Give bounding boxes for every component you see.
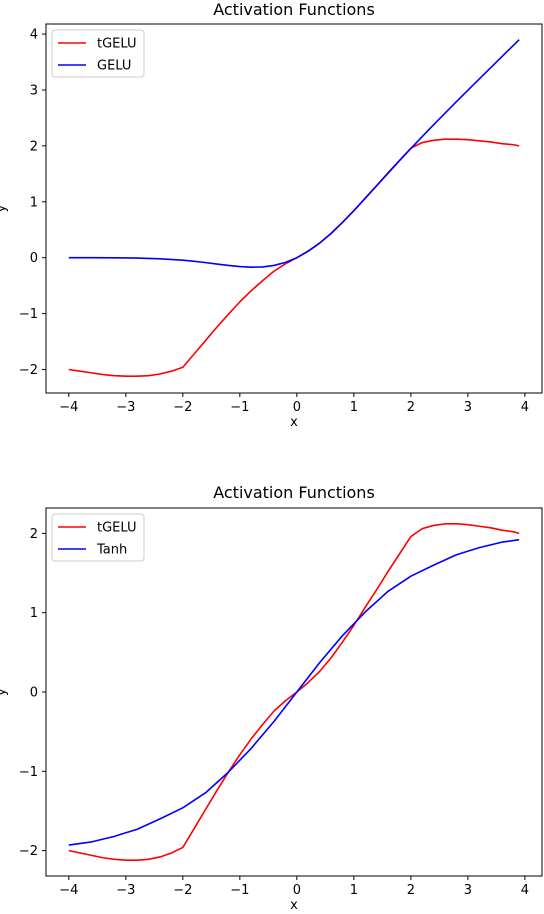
y-tick-label: −2 [19,363,38,378]
x-tick-label: −2 [173,883,192,898]
x-tick-label: 4 [521,400,529,415]
y-tick-label: 2 [30,527,38,542]
x-tick-label: 2 [407,400,415,415]
chart-title: Activation Functions [213,0,375,19]
x-tick-label: 3 [464,883,472,898]
x-tick-label: −4 [59,883,78,898]
legend: tGELU GELU [51,29,145,78]
legend-label: tGELU [97,521,137,536]
y-tick-label: 4 [30,28,38,43]
y-tick-label: 0 [30,686,38,701]
y-tick-label: 1 [30,606,38,621]
x-tick-label: 0 [293,883,301,898]
x-tick-label: 0 [293,400,301,415]
chart-panel-1: Activation Functions −4 −3 −2 −1 0 1 2 3 4 −2 −1 0 1 2… [0,0,543,430]
series-line-tanh [68,538,520,846]
plot-frame [45,507,543,877]
legend: tGELU Tanh [51,513,145,562]
x-axis-label: x [290,415,298,430]
y-tick-label: −2 [19,844,38,859]
x-tick-label: 3 [464,400,472,415]
legend-label: Tanh [96,543,127,558]
x-tick-label: −4 [59,400,78,415]
y-axis-label: y [0,688,9,696]
x-tick-label: −1 [230,883,249,898]
legend-label: GELU [97,59,131,74]
y-tick-label: 3 [30,83,38,98]
y-tick-label: −1 [19,307,38,322]
series-line-gelu [68,39,520,269]
x-tick-label: −1 [230,400,249,415]
chart-title: Activation Functions [213,483,375,502]
x-tick-label: 2 [407,883,415,898]
y-tick-label: 2 [30,139,38,154]
x-tick-label: −3 [116,400,135,415]
y-tick-label: 0 [30,251,38,266]
x-tick-label: 4 [521,883,529,898]
x-tick-label: −3 [116,883,135,898]
chart-panel-2: Activation Functions −4 −3 −2 −1 0 1 2 3 4 −2 −1 0 1 2… [0,483,543,913]
plot-frame [45,23,543,394]
x-tick-label: 1 [350,883,358,898]
x-tick-label: −2 [173,400,192,415]
x-axis-label: x [290,898,298,913]
series-line-tgelu [68,523,520,861]
y-axis-label: y [0,204,9,212]
legend-label: tGELU [97,37,137,52]
y-tick-label: −1 [19,765,38,780]
y-tick-label: 1 [30,195,38,210]
x-tick-label: 1 [350,400,358,415]
